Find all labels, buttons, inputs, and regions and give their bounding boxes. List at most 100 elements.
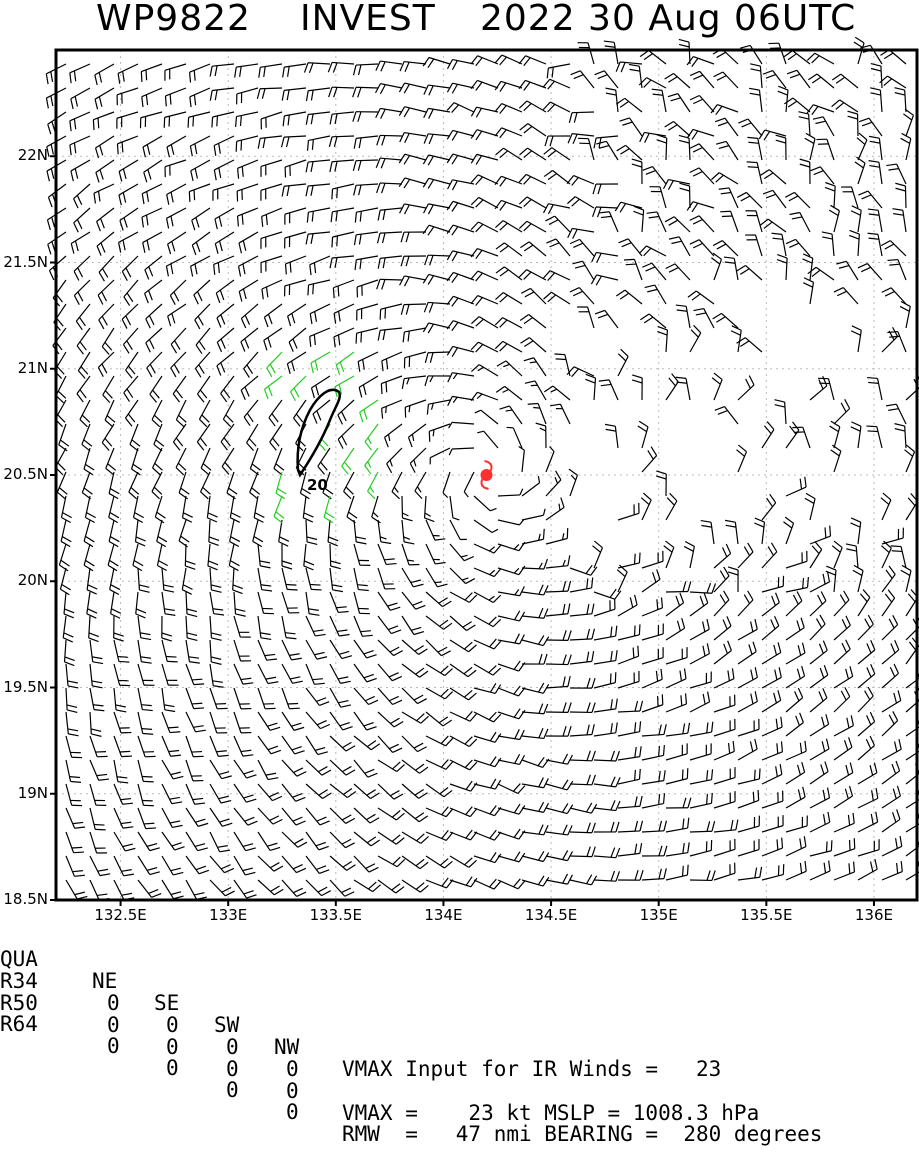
- wind-barb-flag: [383, 210, 385, 220]
- wind-barb: [114, 640, 119, 661]
- wind-barb: [674, 217, 690, 232]
- wind-barb: [138, 760, 143, 781]
- wind-barb-flag: [221, 315, 225, 325]
- wind-barb: [714, 576, 729, 592]
- wind-barb-flag: [381, 384, 382, 394]
- wind-barb-flag: [182, 590, 191, 595]
- wind-barb-flag: [311, 114, 313, 124]
- wind-barb-flag: [544, 292, 552, 299]
- wind-barb-flag: [271, 886, 280, 891]
- wind-barb-flag: [249, 439, 256, 447]
- wind-barb-flag: [411, 627, 421, 630]
- wind-barb-flag: [208, 513, 218, 517]
- wind-barb-flag: [423, 323, 428, 332]
- wind-barb-flag: [260, 633, 270, 635]
- wind-barb-flag: [805, 138, 814, 143]
- wind-barb-flag: [93, 705, 103, 706]
- wind-barb-flag: [851, 331, 860, 335]
- wind-barb-flag: [382, 361, 383, 371]
- wind-barb-flag: [515, 589, 519, 594]
- wind-barb-flag: [51, 144, 53, 154]
- wind-barb-flag: [300, 493, 309, 498]
- wind-barb-flag: [453, 373, 457, 378]
- wind-barb-flag: [755, 868, 757, 878]
- wind-barb: [330, 784, 347, 798]
- wind-barb-flag: [321, 462, 328, 470]
- wind-barb-flag: [94, 193, 95, 203]
- wind-barb-flag: [279, 542, 288, 546]
- wind-barb: [538, 403, 546, 424]
- wind-barb: [834, 676, 853, 688]
- wind-barb: [810, 749, 829, 760]
- wind-barb-flag: [570, 239, 580, 243]
- wind-barb-flag: [544, 825, 548, 835]
- wind-barb-flag: [243, 264, 245, 274]
- wind-barb-flag: [318, 466, 325, 474]
- wind-barb: [657, 212, 666, 232]
- wind-barb-flag: [500, 106, 507, 114]
- wind-barb: [642, 658, 663, 664]
- wind-barb: [882, 625, 898, 640]
- wind-barb: [330, 568, 333, 590]
- wind-barb-flag: [346, 770, 355, 775]
- wind-barb-flag: [67, 710, 77, 712]
- wind-barb-flag: [97, 894, 107, 895]
- wind-barb: [354, 832, 371, 846]
- wind-barb-flag: [310, 265, 311, 275]
- wind-barb: [786, 653, 805, 664]
- wind-barb: [834, 649, 850, 664]
- wind-barb-flag: [447, 154, 453, 163]
- wind-barb-flag: [64, 609, 74, 613]
- wind-barb: [580, 239, 594, 256]
- wind-barb: [241, 328, 258, 342]
- wind-barb: [858, 426, 861, 448]
- wind-barb: [244, 400, 258, 417]
- wind-barb-flag: [520, 124, 528, 131]
- wind-barb-flag: [690, 144, 699, 149]
- wind-barb-flag: [701, 526, 711, 528]
- wind-barb: [478, 342, 498, 352]
- wind-barb-flag: [93, 120, 94, 130]
- wind-barb: [426, 784, 444, 797]
- wind-barb: [138, 664, 144, 685]
- wind-barb: [190, 64, 210, 72]
- wind-barb-flag: [189, 657, 199, 658]
- wind-barb: [357, 328, 378, 333]
- wind-barb-flag: [616, 626, 617, 636]
- wind-barb: [282, 808, 296, 825]
- wind-barb: [208, 544, 210, 566]
- wind-barb-flag: [428, 324, 433, 333]
- wind-barb-flag: [386, 382, 387, 392]
- wind-barb-flag: [231, 537, 240, 542]
- wind-barb: [690, 831, 712, 832]
- wind-barb-flag: [311, 234, 313, 244]
- wind-barb-flag: [703, 622, 705, 632]
- wind-barb: [311, 376, 330, 388]
- wind-barb-flag: [307, 212, 308, 222]
- wind-barb-flag: [72, 847, 82, 848]
- wind-barb: [282, 784, 296, 801]
- wind-barb-flag: [291, 658, 301, 660]
- wind-barb: [95, 64, 114, 75]
- wind-barb-flag: [787, 70, 797, 74]
- wind-barb: [856, 546, 858, 568]
- wind-barb-flag: [764, 426, 771, 434]
- wind-barb: [138, 736, 145, 757]
- wind-barb: [546, 452, 554, 472]
- wind-barb: [450, 640, 469, 652]
- wind-barb-flag: [543, 271, 550, 279]
- wind-barb: [616, 90, 618, 112]
- wind-barb-flag: [342, 766, 351, 771]
- wind-barb-flag: [766, 75, 776, 79]
- wind-barb-flag: [629, 64, 639, 66]
- wind-barb: [820, 167, 834, 184]
- wind-barb: [618, 356, 628, 376]
- wind-barb: [167, 208, 186, 218]
- wind-barb-flag: [287, 364, 290, 374]
- wind-barb-flag: [883, 493, 891, 500]
- wind-barb-flag: [224, 389, 230, 397]
- wind-barb-flag: [150, 394, 157, 402]
- wind-barb-flag: [563, 581, 566, 591]
- wind-barb-flag: [635, 554, 636, 564]
- wind-barb-flag: [217, 318, 221, 328]
